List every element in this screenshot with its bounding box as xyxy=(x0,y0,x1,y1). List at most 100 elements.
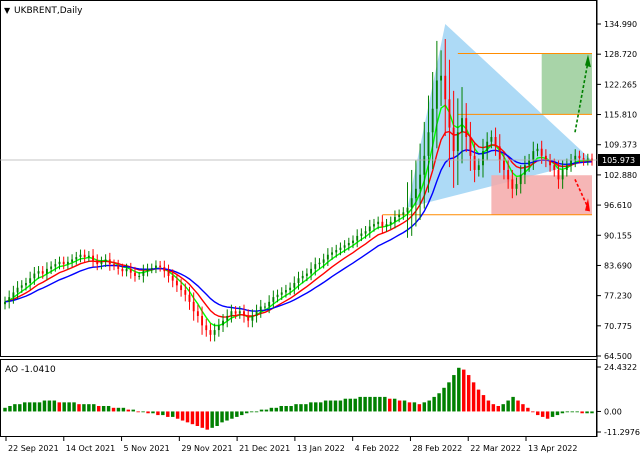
ao-bar xyxy=(516,400,520,412)
ao-bar xyxy=(259,409,264,412)
candle xyxy=(66,256,69,270)
ao-bar xyxy=(151,411,155,414)
candle-body xyxy=(402,212,405,215)
ao-bar xyxy=(570,411,574,413)
ao-bar xyxy=(205,411,209,430)
candle-body xyxy=(511,179,514,189)
ao-bar xyxy=(437,393,441,412)
awesome-oscillator xyxy=(3,367,594,430)
symbol-label[interactable]: UKBRENT,Daily xyxy=(14,6,83,16)
candle-body xyxy=(280,292,283,295)
time-tick-label: 13 Jan 2022 xyxy=(297,444,345,453)
time-tick-label: 22 Mar 2022 xyxy=(470,444,521,453)
candle-body xyxy=(167,271,170,276)
ao-bar xyxy=(585,411,589,414)
candle xyxy=(326,248,329,267)
candle-body xyxy=(398,214,401,218)
candle-body xyxy=(62,261,65,265)
ao-bar xyxy=(526,407,530,412)
ao-bar xyxy=(550,411,555,417)
candle xyxy=(87,251,90,262)
candle-body xyxy=(134,272,136,276)
ao-bar xyxy=(131,409,135,412)
price-tick-label: 64.500 xyxy=(604,352,632,361)
candle-body xyxy=(540,148,543,156)
candle xyxy=(494,127,497,156)
candle-body xyxy=(297,278,300,283)
candle xyxy=(423,121,426,209)
ao-bar xyxy=(407,402,412,412)
candle xyxy=(238,306,241,319)
candle-body xyxy=(184,290,187,295)
candle xyxy=(251,309,254,328)
candle xyxy=(339,242,342,256)
ao-bar xyxy=(397,400,402,412)
candle xyxy=(461,87,463,164)
price-tick-label: 109.373 xyxy=(604,141,637,150)
ao-bar xyxy=(338,400,343,412)
ao-bar xyxy=(18,404,22,412)
candle xyxy=(410,169,413,236)
ao-bar xyxy=(42,400,47,412)
candle-body xyxy=(444,75,447,100)
ao-bar xyxy=(269,407,274,412)
target-up-box xyxy=(541,53,592,115)
candle xyxy=(393,210,396,229)
ao-bar xyxy=(328,400,333,412)
candle-body xyxy=(305,273,308,276)
candle-body xyxy=(528,160,531,166)
candle xyxy=(54,258,57,272)
ao-bar xyxy=(3,407,7,412)
candle-body xyxy=(217,325,220,331)
time-axis: 22 Sep 2021 14 Oct 2021 5 Nov 2021 29 Nov 2… xyxy=(5,437,577,453)
ao-bar xyxy=(392,398,397,412)
candle-body xyxy=(486,141,489,152)
ao-bar xyxy=(378,396,382,412)
symbol-dropdown-icon[interactable]: ▼ xyxy=(4,6,11,15)
ao-bar xyxy=(521,404,525,412)
candle xyxy=(58,256,61,270)
candle xyxy=(16,281,19,300)
candle xyxy=(138,272,141,280)
candle xyxy=(352,235,354,249)
time-tick-label: 28 Feb 2022 xyxy=(412,444,462,453)
forecast-down-arrowhead xyxy=(585,198,590,212)
candle-body xyxy=(343,245,346,248)
candle xyxy=(456,98,459,186)
candle xyxy=(356,229,359,248)
ao-bar xyxy=(590,411,594,414)
candle-body xyxy=(406,207,409,213)
candle xyxy=(507,160,510,189)
candle xyxy=(565,158,568,177)
candle-body xyxy=(75,257,78,260)
ao-bar xyxy=(353,398,357,412)
ao-bar xyxy=(575,411,579,413)
candle-body xyxy=(293,282,296,288)
ao-bar xyxy=(565,411,570,413)
candle xyxy=(79,249,82,263)
candle xyxy=(360,228,363,242)
candle xyxy=(100,256,103,270)
candle xyxy=(536,143,539,157)
candle xyxy=(75,251,78,265)
candle xyxy=(477,158,480,177)
candle-body xyxy=(96,260,99,265)
candle-body xyxy=(452,127,455,152)
candle-body xyxy=(146,268,149,272)
ao-bar xyxy=(82,404,86,412)
ao-bar xyxy=(486,400,491,412)
candle-body xyxy=(25,282,27,286)
candle-body xyxy=(50,266,53,269)
candle xyxy=(209,323,212,342)
candle xyxy=(490,130,493,149)
candle-body xyxy=(565,165,568,170)
candle-body xyxy=(196,311,199,316)
ao-bar xyxy=(363,396,367,412)
candle-body xyxy=(331,252,333,255)
ao-bar xyxy=(121,407,126,412)
candle-body xyxy=(188,294,191,302)
candle-body xyxy=(289,287,292,291)
candle xyxy=(314,257,317,276)
price-tick-label: 70.775 xyxy=(604,322,632,331)
candle-body xyxy=(205,325,208,331)
